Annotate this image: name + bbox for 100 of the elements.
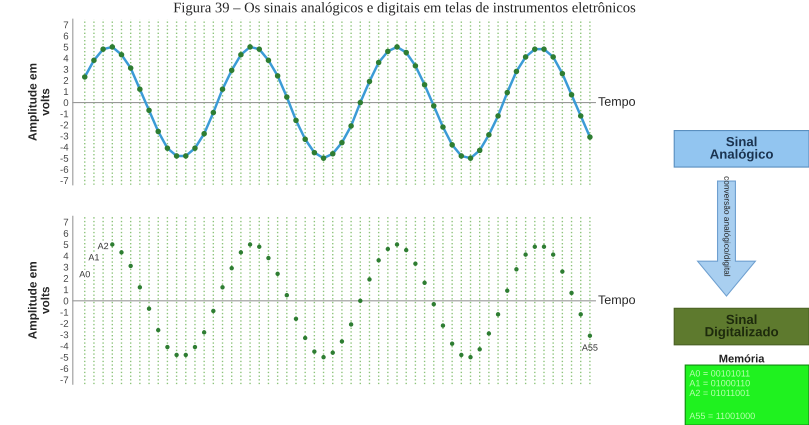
point — [578, 312, 583, 317]
point — [275, 272, 280, 276]
point — [569, 290, 574, 296]
point — [321, 354, 326, 360]
point — [302, 336, 308, 340]
y-tick-label: 6 — [64, 32, 68, 40]
y-tick-label: -6 — [60, 365, 68, 372]
point — [404, 248, 408, 252]
text: A2 = 01011001 — [689, 390, 750, 396]
point — [422, 280, 427, 285]
y-tick-label: 3 — [64, 66, 68, 73]
point — [220, 285, 225, 290]
point — [560, 269, 565, 274]
y-tick-label: 7 — [64, 218, 68, 226]
point — [523, 252, 528, 257]
point — [284, 292, 290, 298]
annotation: A1 — [88, 254, 100, 260]
point — [165, 344, 170, 350]
y-tick-label: 1 — [64, 286, 68, 294]
y-tick-label: -3 — [60, 331, 68, 338]
y-axis-title: Amplitude em volts — [28, 64, 50, 141]
y-tick-label: 7 — [64, 22, 68, 28]
point — [192, 344, 198, 350]
point — [174, 352, 179, 358]
text: Sinal Digitalizado — [705, 314, 778, 340]
text: Memória — [720, 354, 765, 362]
text: A1 = 01000110 — [689, 380, 750, 386]
point — [440, 323, 446, 328]
x-axis-title: Tempo — [598, 295, 636, 307]
y-tick-label: 3 — [64, 264, 68, 271]
point — [505, 288, 510, 293]
y-tick-label: -2 — [60, 320, 68, 327]
text: conversão analógico/digital — [722, 176, 730, 276]
annotation: A55 — [582, 344, 598, 351]
y-tick-label: -5 — [60, 155, 68, 162]
point — [358, 298, 362, 304]
y-tick-label: 4 — [63, 54, 68, 62]
point — [550, 252, 556, 257]
point — [386, 246, 390, 252]
y-tick-label: -2 — [60, 122, 68, 128]
point — [211, 308, 216, 314]
text: A55 = 11001000 — [689, 412, 755, 420]
point — [376, 258, 381, 262]
point — [588, 334, 592, 338]
point — [146, 306, 152, 311]
point — [248, 242, 252, 247]
point — [294, 316, 298, 322]
point — [459, 352, 464, 358]
point — [340, 339, 344, 344]
y-tick-label: 0 — [64, 99, 68, 106]
y-tick-label: 4 — [63, 252, 68, 260]
point — [266, 256, 271, 260]
point — [128, 264, 133, 268]
y-tick-label: -7 — [60, 177, 68, 184]
point — [542, 244, 546, 249]
point — [119, 250, 124, 255]
point — [468, 354, 473, 360]
x-axis-title: Tempo — [598, 97, 636, 108]
point — [312, 349, 317, 354]
point — [496, 312, 500, 317]
y-tick-label: 5 — [64, 44, 68, 51]
annotation: A2 — [98, 242, 108, 250]
y-tick-label: -4 — [60, 342, 68, 350]
point — [514, 267, 519, 272]
y-tick-label: 1 — [64, 88, 68, 95]
y-tick-label: -7 — [60, 376, 68, 384]
text: Sinal Analógico — [710, 136, 773, 162]
y-tick-label: -5 — [60, 354, 68, 361]
point — [202, 330, 206, 335]
point — [532, 244, 537, 249]
y-tick-label: 2 — [64, 275, 68, 282]
annotation: A0 — [79, 270, 90, 278]
point — [184, 352, 188, 358]
point — [348, 322, 354, 327]
point — [478, 347, 482, 352]
text: A0 = 00101011 — [689, 370, 750, 377]
point — [156, 328, 160, 332]
point — [238, 250, 244, 255]
point — [486, 331, 492, 336]
y-tick-label: -6 — [60, 166, 68, 173]
y-tick-label: 2 — [64, 77, 68, 84]
chart-title: Figura 39 – Os sinais analógicos e digitais em telas de instrumentos eletrônicos — [174, 2, 636, 16]
y-tick-label: 5 — [64, 241, 68, 248]
point — [450, 341, 454, 346]
y-tick-label: -3 — [60, 132, 68, 140]
point — [138, 285, 142, 290]
y-tick-label: 0 — [64, 298, 68, 304]
y-tick-label: -1 — [60, 308, 68, 316]
point — [110, 242, 114, 247]
y-tick-label: -1 — [60, 110, 68, 118]
point — [432, 302, 436, 306]
y-axis-title: Amplitude em volts — [28, 262, 50, 339]
point — [413, 261, 418, 266]
point — [330, 350, 335, 355]
point — [230, 266, 234, 270]
point — [394, 242, 400, 247]
point — [257, 244, 262, 249]
point — [367, 277, 372, 282]
y-tick-label: 6 — [64, 230, 68, 237]
y-tick-label: -4 — [60, 144, 68, 151]
